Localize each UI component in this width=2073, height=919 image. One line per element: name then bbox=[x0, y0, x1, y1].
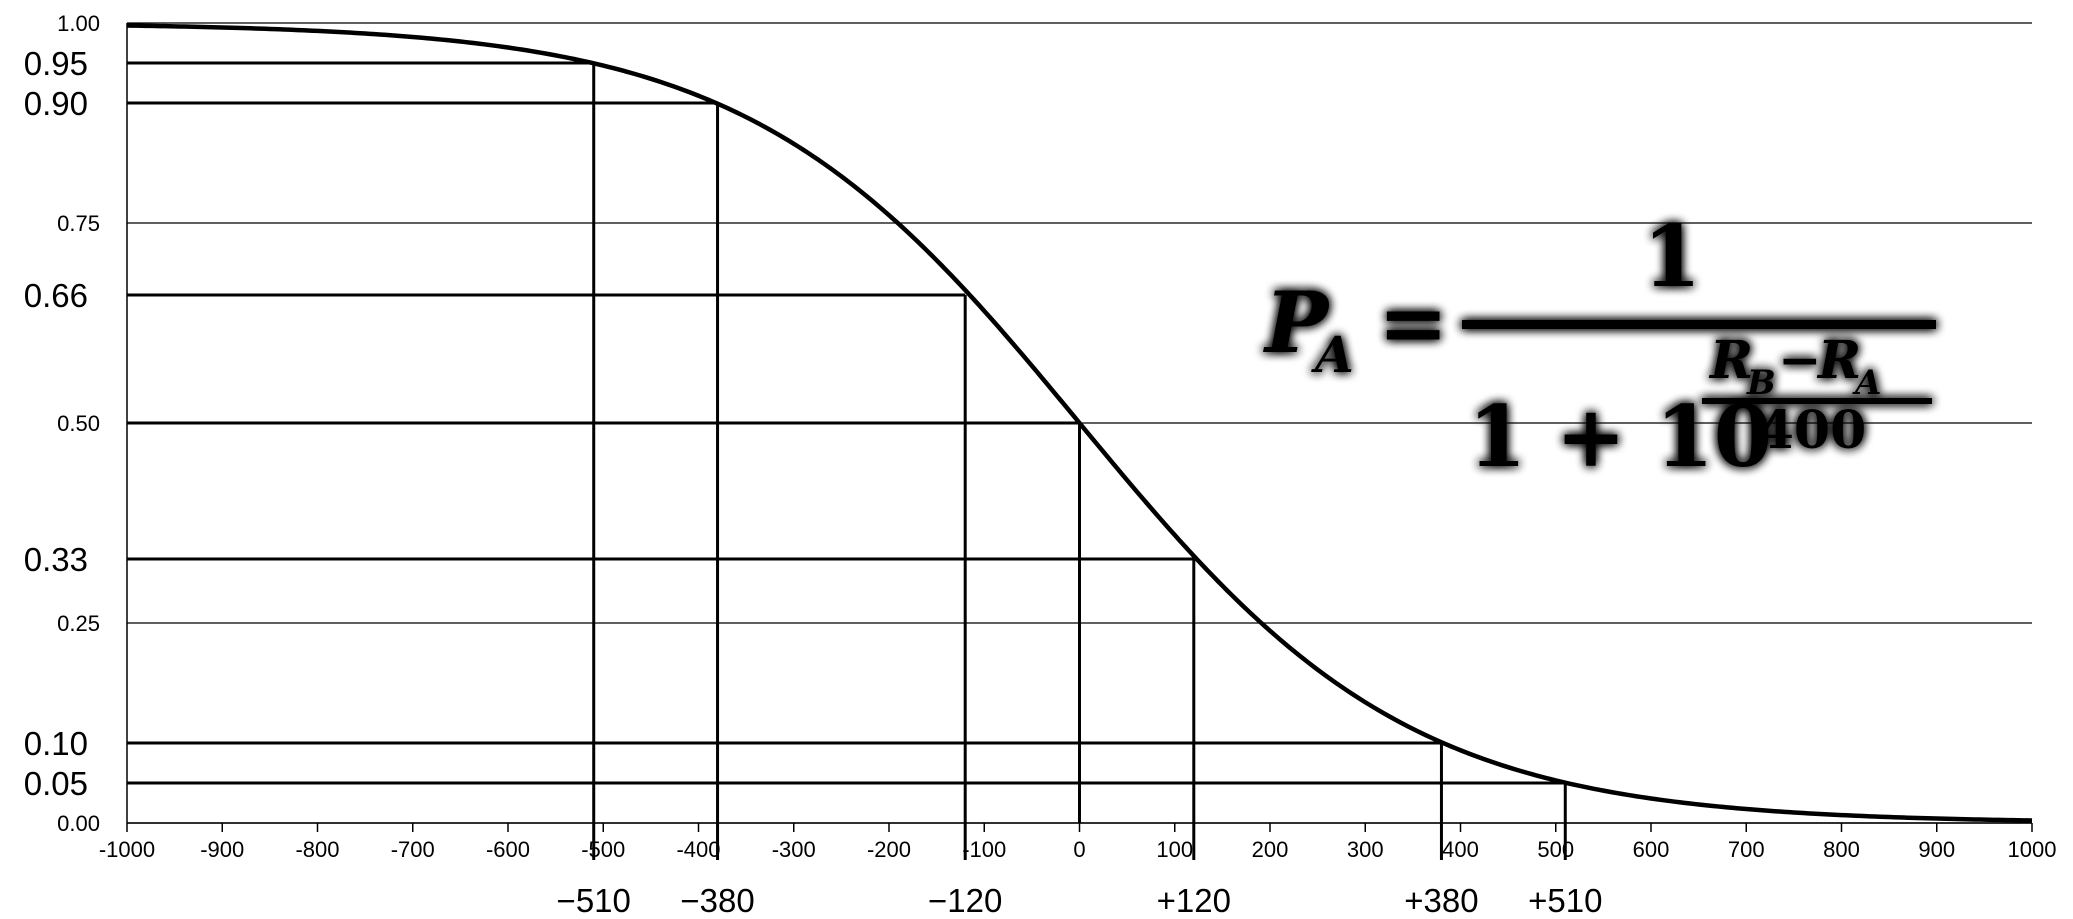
x-axis bbox=[126, 23, 2033, 832]
x-tick-label: -700 bbox=[391, 837, 435, 862]
reference-lines bbox=[127, 61, 1567, 860]
x-tick-label: -100 bbox=[962, 837, 1006, 862]
x-tick-label: -600 bbox=[486, 837, 530, 862]
x-tick-label: 800 bbox=[1823, 837, 1860, 862]
formula-exp-bar bbox=[1702, 398, 1932, 404]
svg-text:P: P bbox=[1263, 273, 1331, 372]
formula-exp-rb-sub: B bbox=[1746, 363, 1776, 403]
x-tick-label: -200 bbox=[867, 837, 911, 862]
reference-x-label: −120 bbox=[928, 882, 1002, 919]
y-tick-label-major: 0.90 bbox=[24, 85, 88, 122]
tick-labels: 1.00 0.75 0.50 0.25 0.00 0.950.90 0.66 0.33 0.10… bbox=[24, 11, 2057, 919]
formula-lhs-sub: A bbox=[1311, 325, 1354, 384]
x-tick-label: 300 bbox=[1347, 837, 1384, 862]
y-tick-label: 0.75 bbox=[57, 211, 100, 236]
probability-curve bbox=[126, 23, 2033, 823]
curve-layer bbox=[126, 23, 2033, 823]
x-tick-label: 900 bbox=[1918, 837, 1955, 862]
y-tick-label: 0.25 bbox=[57, 611, 100, 636]
reference-x-label: +380 bbox=[1404, 882, 1478, 919]
formula-exp-ra-sub: A bbox=[1852, 363, 1881, 403]
reference-x-label: +510 bbox=[1528, 882, 1602, 919]
formula-fraction-bar bbox=[1462, 320, 1936, 329]
y-tick-label-major: 0.66 bbox=[24, 277, 88, 314]
x-tick-label: 0 bbox=[1073, 837, 1085, 862]
formula-exp-denominator: 400 bbox=[1758, 400, 1867, 461]
reference-x-label: +120 bbox=[1157, 882, 1231, 919]
y-tick-label-major: 0.10 bbox=[24, 725, 88, 762]
x-tick-label: -900 bbox=[200, 837, 244, 862]
formula-exp-rb: R bbox=[1708, 330, 1753, 391]
formula-exp-minus: − bbox=[1778, 330, 1822, 391]
x-tick-label: -500 bbox=[581, 837, 625, 862]
formula-equals: = bbox=[1378, 273, 1448, 372]
y-tick-label: 0.00 bbox=[57, 811, 100, 836]
x-tick-label: 700 bbox=[1728, 837, 1765, 862]
formula-lhs: P bbox=[1263, 273, 1331, 372]
formula-numerator: 1 bbox=[1643, 207, 1701, 306]
x-tick-label: 200 bbox=[1252, 837, 1289, 862]
x-tick-label: 500 bbox=[1537, 837, 1574, 862]
x-tick-label: 100 bbox=[1156, 837, 1193, 862]
formula-exp-ra: R bbox=[1816, 330, 1861, 391]
y-tick-label-major: 0.05 bbox=[24, 765, 88, 802]
x-tick-label: -800 bbox=[295, 837, 339, 862]
x-tick-label: 400 bbox=[1442, 837, 1479, 862]
formula: P A = 1 1 + 10 R B − R A 400 bbox=[1263, 207, 1936, 486]
x-tick-label: -1000 bbox=[99, 837, 155, 862]
reference-x-label: −380 bbox=[680, 882, 754, 919]
reference-x-label: −510 bbox=[557, 882, 631, 919]
x-tick-label: -400 bbox=[676, 837, 720, 862]
x-tick-label: -300 bbox=[772, 837, 816, 862]
y-tick-label: 1.00 bbox=[57, 11, 100, 36]
y-tick-label-major: 0.95 bbox=[24, 45, 88, 82]
y-tick-label-major: 0.33 bbox=[24, 541, 88, 578]
x-tick-label: 1000 bbox=[2008, 837, 2057, 862]
y-tick-label: 0.50 bbox=[57, 411, 100, 436]
x-tick-label: 600 bbox=[1633, 837, 1670, 862]
